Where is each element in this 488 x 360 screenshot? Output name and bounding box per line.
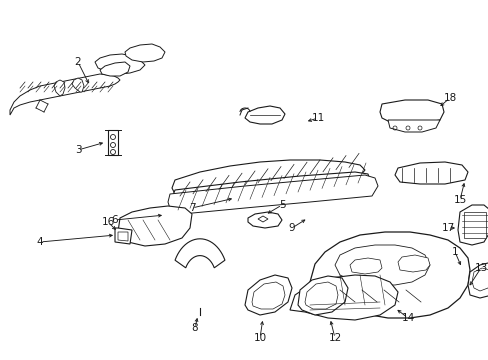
Polygon shape: [305, 282, 337, 309]
Text: 10: 10: [253, 333, 266, 343]
Text: 15: 15: [452, 195, 466, 205]
Polygon shape: [125, 44, 164, 62]
Polygon shape: [467, 262, 488, 298]
Text: 16: 16: [101, 217, 114, 227]
Polygon shape: [309, 232, 469, 318]
Polygon shape: [334, 245, 429, 285]
Polygon shape: [108, 130, 118, 155]
Polygon shape: [258, 216, 267, 222]
Text: 5: 5: [278, 200, 285, 210]
Polygon shape: [10, 74, 120, 115]
Polygon shape: [54, 80, 65, 96]
Polygon shape: [115, 228, 132, 244]
Text: 1: 1: [451, 247, 457, 257]
Polygon shape: [397, 255, 429, 272]
Text: 13: 13: [473, 263, 487, 273]
Text: 9: 9: [288, 223, 295, 233]
Polygon shape: [471, 268, 488, 291]
Polygon shape: [72, 78, 84, 92]
Polygon shape: [244, 106, 285, 124]
Polygon shape: [244, 275, 291, 315]
Text: 18: 18: [443, 93, 456, 103]
Polygon shape: [95, 54, 145, 74]
Polygon shape: [251, 282, 285, 309]
Polygon shape: [289, 275, 397, 320]
Text: 7: 7: [188, 203, 195, 213]
Text: 6: 6: [111, 215, 118, 225]
Polygon shape: [379, 100, 443, 124]
Text: 12: 12: [328, 333, 341, 343]
Polygon shape: [463, 212, 485, 238]
Polygon shape: [172, 160, 364, 200]
Text: 2: 2: [75, 57, 81, 67]
Polygon shape: [118, 232, 128, 241]
Text: 3: 3: [75, 145, 81, 155]
Polygon shape: [118, 206, 192, 246]
Polygon shape: [247, 212, 282, 228]
Polygon shape: [349, 258, 381, 274]
Text: 8: 8: [191, 323, 198, 333]
Polygon shape: [100, 62, 130, 76]
Polygon shape: [297, 276, 347, 315]
Polygon shape: [168, 175, 377, 215]
Polygon shape: [457, 205, 488, 245]
Text: 4: 4: [37, 237, 43, 247]
Polygon shape: [172, 172, 369, 206]
Polygon shape: [394, 162, 467, 184]
Text: 17: 17: [441, 223, 454, 233]
Polygon shape: [175, 239, 224, 268]
Text: 11: 11: [311, 113, 324, 123]
Polygon shape: [387, 120, 439, 132]
Text: 14: 14: [401, 313, 414, 323]
